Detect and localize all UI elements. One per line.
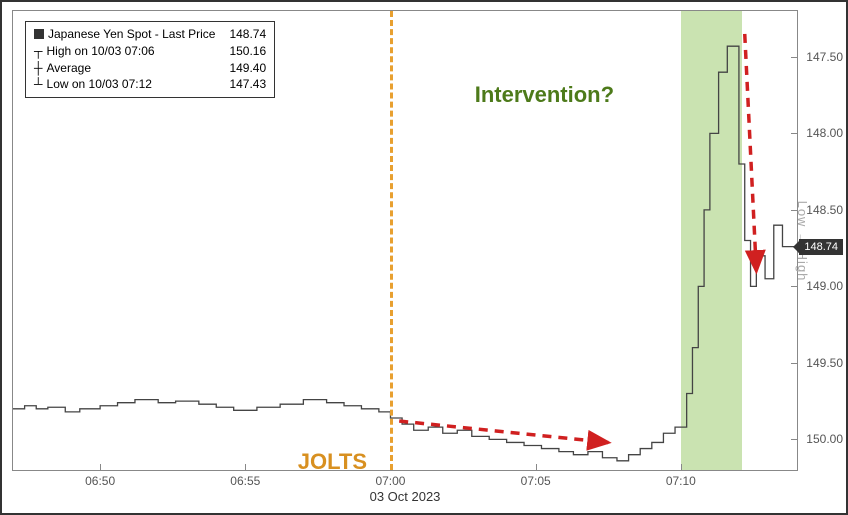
price-line	[13, 46, 797, 461]
y-tick-label: 149.50	[806, 356, 843, 370]
y-tick-label: 149.00	[806, 279, 843, 293]
last-price-badge: 148.74	[799, 239, 843, 255]
x-axis-title: 03 Oct 2023	[370, 489, 441, 504]
high-marker-icon: ┬	[34, 43, 43, 60]
x-tick-line	[681, 464, 682, 470]
jolts-annotation: JOLTS	[298, 449, 367, 475]
legend-low-value: 147.43	[229, 76, 266, 93]
x-tick-label: 06:55	[230, 474, 260, 488]
x-tick-line	[100, 464, 101, 470]
x-tick-line	[245, 464, 246, 470]
y-tick-line	[791, 363, 797, 364]
x-tick-label: 07:10	[666, 474, 696, 488]
x-tick-line	[536, 464, 537, 470]
x-tick-label: 07:00	[375, 474, 405, 488]
legend-box: Japanese Yen Spot - Last Price 148.74 ┬ …	[25, 21, 275, 98]
legend-high-label: High on 10/03 07:06	[47, 43, 155, 60]
x-tick-label: 06:50	[85, 474, 115, 488]
y-tick-label: 147.50	[806, 50, 843, 64]
y-tick-line	[791, 133, 797, 134]
y-tick-line	[791, 439, 797, 440]
chart-container: Japanese Yen Spot - Last Price 148.74 ┬ …	[0, 0, 848, 515]
legend-avg-value: 149.40	[229, 60, 266, 77]
avg-marker-icon: ┼	[34, 60, 43, 77]
low-marker-icon: ┴	[34, 76, 43, 93]
arrow-annotation	[745, 34, 757, 271]
y-tick-line	[791, 286, 797, 287]
y-tick-line	[791, 210, 797, 211]
legend-low-label: Low on 10/03 07:12	[47, 76, 152, 93]
legend-avg-label: Average	[47, 60, 91, 77]
y-tick-label: 148.00	[806, 126, 843, 140]
x-tick-label: 07:05	[521, 474, 551, 488]
legend-title-label: Japanese Yen Spot - Last Price	[48, 26, 215, 43]
y-tick-line	[791, 57, 797, 58]
intervention-annotation: Intervention?	[475, 82, 614, 108]
legend-high-value: 150.16	[229, 43, 266, 60]
y-tick-label: 148.50	[806, 203, 843, 217]
legend-title-value: 148.74	[229, 26, 266, 43]
plot-area: Japanese Yen Spot - Last Price 148.74 ┬ …	[12, 10, 798, 471]
jolts-vline	[390, 11, 393, 470]
y-tick-label: 150.00	[806, 432, 843, 446]
